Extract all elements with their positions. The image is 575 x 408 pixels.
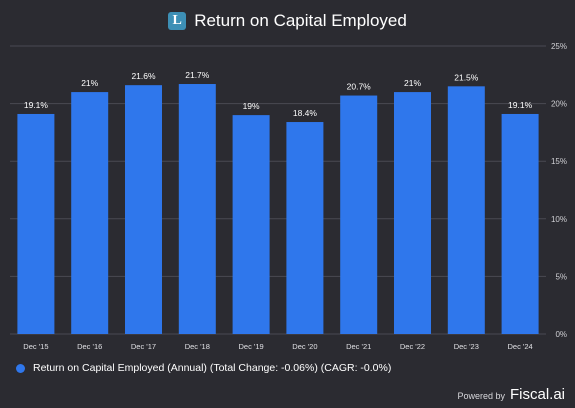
x-tick-label: Dec '19 xyxy=(238,342,263,351)
x-tick-label: Dec '21 xyxy=(346,342,371,351)
y-tick-label: 20% xyxy=(551,100,567,109)
legend-series-dot-icon xyxy=(16,363,25,373)
bar xyxy=(71,92,109,334)
data-label: 18.4% xyxy=(293,108,318,118)
legend[interactable]: Return on Capital Employed (Annual) (Tot… xyxy=(16,362,391,374)
bar xyxy=(286,122,324,334)
data-label: 21% xyxy=(81,78,98,88)
brand-logo: Fiscal.ai xyxy=(509,386,565,403)
chart-title: Return on Capital Employed xyxy=(194,11,407,30)
x-tick-label: Dec '16 xyxy=(77,342,102,351)
bar xyxy=(232,115,270,335)
x-tick-label: Dec '17 xyxy=(131,342,156,351)
x-tick-label: Dec '23 xyxy=(454,342,479,351)
data-label: 20.7% xyxy=(347,82,372,92)
x-tick-label: Dec '20 xyxy=(292,342,317,351)
logo-letter: L xyxy=(172,13,182,28)
y-tick-label: 0% xyxy=(555,330,567,339)
bar xyxy=(501,113,539,334)
legend-series-label: Return on Capital Employed (Annual) (Tot… xyxy=(33,362,392,374)
data-label: 19.1% xyxy=(508,100,533,110)
data-label: 21.5% xyxy=(454,72,479,82)
powered-by[interactable]: Powered by Fiscal.ai xyxy=(457,386,565,403)
x-tick-label: Dec '22 xyxy=(400,342,425,351)
data-label: 21.7% xyxy=(185,70,210,80)
data-label: 19% xyxy=(243,101,260,111)
y-tick-label: 10% xyxy=(551,215,567,224)
chart-header: L Return on Capital Employed xyxy=(0,8,575,34)
y-tick-label: 15% xyxy=(551,157,567,166)
x-tick-label: Dec '18 xyxy=(185,342,210,351)
powered-by-label: Powered by xyxy=(457,391,505,401)
data-label: 21.6% xyxy=(131,71,156,81)
bar xyxy=(125,85,162,334)
x-tick-label: Dec '24 xyxy=(507,342,532,351)
bar xyxy=(178,84,216,335)
data-label: 19.1% xyxy=(24,100,49,110)
bar xyxy=(394,92,431,334)
y-tick-label: 25% xyxy=(551,42,567,51)
data-label: 21% xyxy=(404,78,421,88)
bar xyxy=(447,86,485,334)
bar xyxy=(340,95,378,334)
bar xyxy=(17,113,55,334)
x-tick-label: Dec '15 xyxy=(23,342,48,351)
company-logo-icon: L xyxy=(168,12,187,30)
y-tick-label: 5% xyxy=(555,272,567,281)
